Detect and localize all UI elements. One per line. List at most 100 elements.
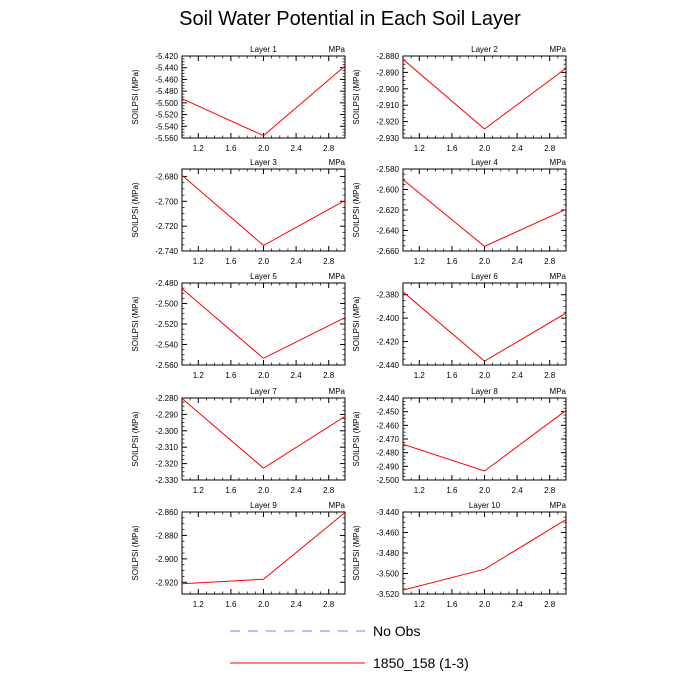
panel-title: Layer 9 <box>250 501 277 510</box>
panel-title: Layer 5 <box>250 272 277 281</box>
panel-title: Layer 4 <box>471 158 498 167</box>
y-tick-label: -2.700 <box>155 197 178 206</box>
y-axis-label: SOILPSI (MPa) <box>352 296 361 351</box>
y-tick-label: -2.420 <box>376 338 399 347</box>
x-tick-label: 2.0 <box>479 486 491 495</box>
x-tick-label: 2.8 <box>323 371 335 380</box>
plot-frame <box>402 55 567 139</box>
plot-frame <box>402 282 567 366</box>
x-tick-label: 2.0 <box>479 144 491 153</box>
panel-title: Layer 6 <box>471 272 498 281</box>
y-tick-label: -2.560 <box>155 361 178 370</box>
y-tick-label: -5.560 <box>155 134 178 143</box>
y-axis-label: SOILPSI (MPa) <box>131 296 140 351</box>
y-tick-label: -2.860 <box>155 508 178 517</box>
y-tick-label: -2.440 <box>376 394 399 403</box>
panel-layer-5: -2.560 -2.540 -2.520 -2.500 -2.480 1.2 1.6 2.0 2… <box>131 272 346 380</box>
x-tick-label: 1.2 <box>414 600 426 609</box>
series-line <box>403 291 566 362</box>
x-tick-label: 1.6 <box>446 371 458 380</box>
panel-layer-8: -2.500 -2.490 -2.480 -2.470 -2.460 -2.450 -2.4… <box>352 387 567 495</box>
plot-frame <box>181 168 346 252</box>
y-axis-label: SOILPSI (MPa) <box>131 182 140 237</box>
y-tick-label: -2.920 <box>376 118 399 127</box>
y-axis-label: SOILPSI (MPa) <box>352 525 361 580</box>
y-tick-label: -2.880 <box>155 531 178 540</box>
x-tick-label: 2.4 <box>291 257 303 266</box>
series-line <box>182 174 345 247</box>
x-tick-label: 2.8 <box>544 600 556 609</box>
x-tick-label: 1.2 <box>193 486 205 495</box>
y-tick-label: -2.640 <box>376 227 399 236</box>
x-tick-label: 2.4 <box>291 600 303 609</box>
panel-title: Layer 2 <box>471 45 498 54</box>
x-tick-label: 2.0 <box>479 257 491 266</box>
x-tick-label: 2.8 <box>323 600 335 609</box>
x-tick-label: 1.6 <box>446 257 458 266</box>
series-line <box>182 512 345 585</box>
panel-layer-2: -2.930 -2.920 -2.910 -2.900 -2.890 -2.880 1.2 1… <box>352 45 567 153</box>
y-tick-label: -2.600 <box>376 186 399 195</box>
x-tick-label: 2.4 <box>512 371 524 380</box>
x-tick-label: 2.8 <box>544 144 556 153</box>
y-tick-label: -2.930 <box>376 134 399 143</box>
y-tick-label: -2.450 <box>376 408 399 417</box>
y-tick-label: -5.520 <box>155 111 178 120</box>
y-tick-label: -2.330 <box>155 476 178 485</box>
x-tick-label: 1.6 <box>225 371 237 380</box>
series-line <box>403 410 566 472</box>
y-axis-label: SOILPSI (MPa) <box>131 525 140 580</box>
series-line <box>403 58 566 130</box>
series-line <box>403 519 566 591</box>
y-tick-label: -5.480 <box>155 87 178 96</box>
x-tick-label: 1.2 <box>414 257 426 266</box>
plot-frame <box>181 511 346 595</box>
x-tick-label: 1.2 <box>193 371 205 380</box>
x-tick-label: 2.4 <box>512 144 524 153</box>
y-tick-label: -2.300 <box>155 427 178 436</box>
y-tick-label: -2.440 <box>376 361 399 370</box>
panel-unit: MPa <box>550 158 567 167</box>
x-tick-label: 1.6 <box>225 486 237 495</box>
plot-frame <box>181 55 346 139</box>
x-tick-label: 2.0 <box>258 486 270 495</box>
x-tick-label: 1.6 <box>446 600 458 609</box>
x-tick-label: 2.4 <box>512 257 524 266</box>
x-tick-label: 2.0 <box>258 144 270 153</box>
panel-title: Layer 8 <box>471 387 498 396</box>
panel-unit: MPa <box>329 158 346 167</box>
y-tick-label: -2.280 <box>155 394 178 403</box>
y-tick-label: -2.680 <box>155 172 178 181</box>
legend: No Obs 1850_158 (1-3) <box>230 623 469 671</box>
x-tick-label: 1.2 <box>193 257 205 266</box>
x-tick-label: 2.4 <box>291 371 303 380</box>
y-tick-label: -3.480 <box>376 549 399 558</box>
x-tick-label: 2.4 <box>291 144 303 153</box>
x-tick-label: 1.6 <box>446 144 458 153</box>
x-tick-label: 2.0 <box>479 371 491 380</box>
y-tick-label: -2.500 <box>155 300 178 309</box>
y-tick-label: -2.310 <box>155 443 178 452</box>
panel-layer-6: -2.440 -2.420 -2.400 -2.380 1.2 1.6 2.0 2.4 2.8 L… <box>352 272 567 380</box>
y-tick-label: -2.890 <box>376 68 399 77</box>
y-tick-label: -2.900 <box>376 85 399 94</box>
x-tick-label: 1.2 <box>414 144 426 153</box>
x-tick-label: 1.2 <box>414 486 426 495</box>
y-tick-label: -2.620 <box>376 206 399 215</box>
y-tick-label: -2.480 <box>155 279 178 288</box>
x-tick-label: 2.0 <box>258 371 270 380</box>
y-tick-label: -2.520 <box>155 320 178 329</box>
y-tick-label: -5.460 <box>155 75 178 84</box>
x-tick-label: 2.0 <box>258 257 270 266</box>
panel-title: Layer 7 <box>250 387 277 396</box>
y-tick-label: -5.420 <box>155 52 178 61</box>
panel-unit: MPa <box>329 272 346 281</box>
series-line <box>182 65 345 137</box>
x-tick-label: 2.4 <box>512 486 524 495</box>
chart-title: Soil Water Potential in Each Soil Layer <box>179 8 521 30</box>
x-tick-label: 2.4 <box>512 600 524 609</box>
y-tick-label: -2.290 <box>155 410 178 419</box>
y-tick-label: -2.540 <box>155 341 178 350</box>
x-tick-label: 1.6 <box>225 257 237 266</box>
